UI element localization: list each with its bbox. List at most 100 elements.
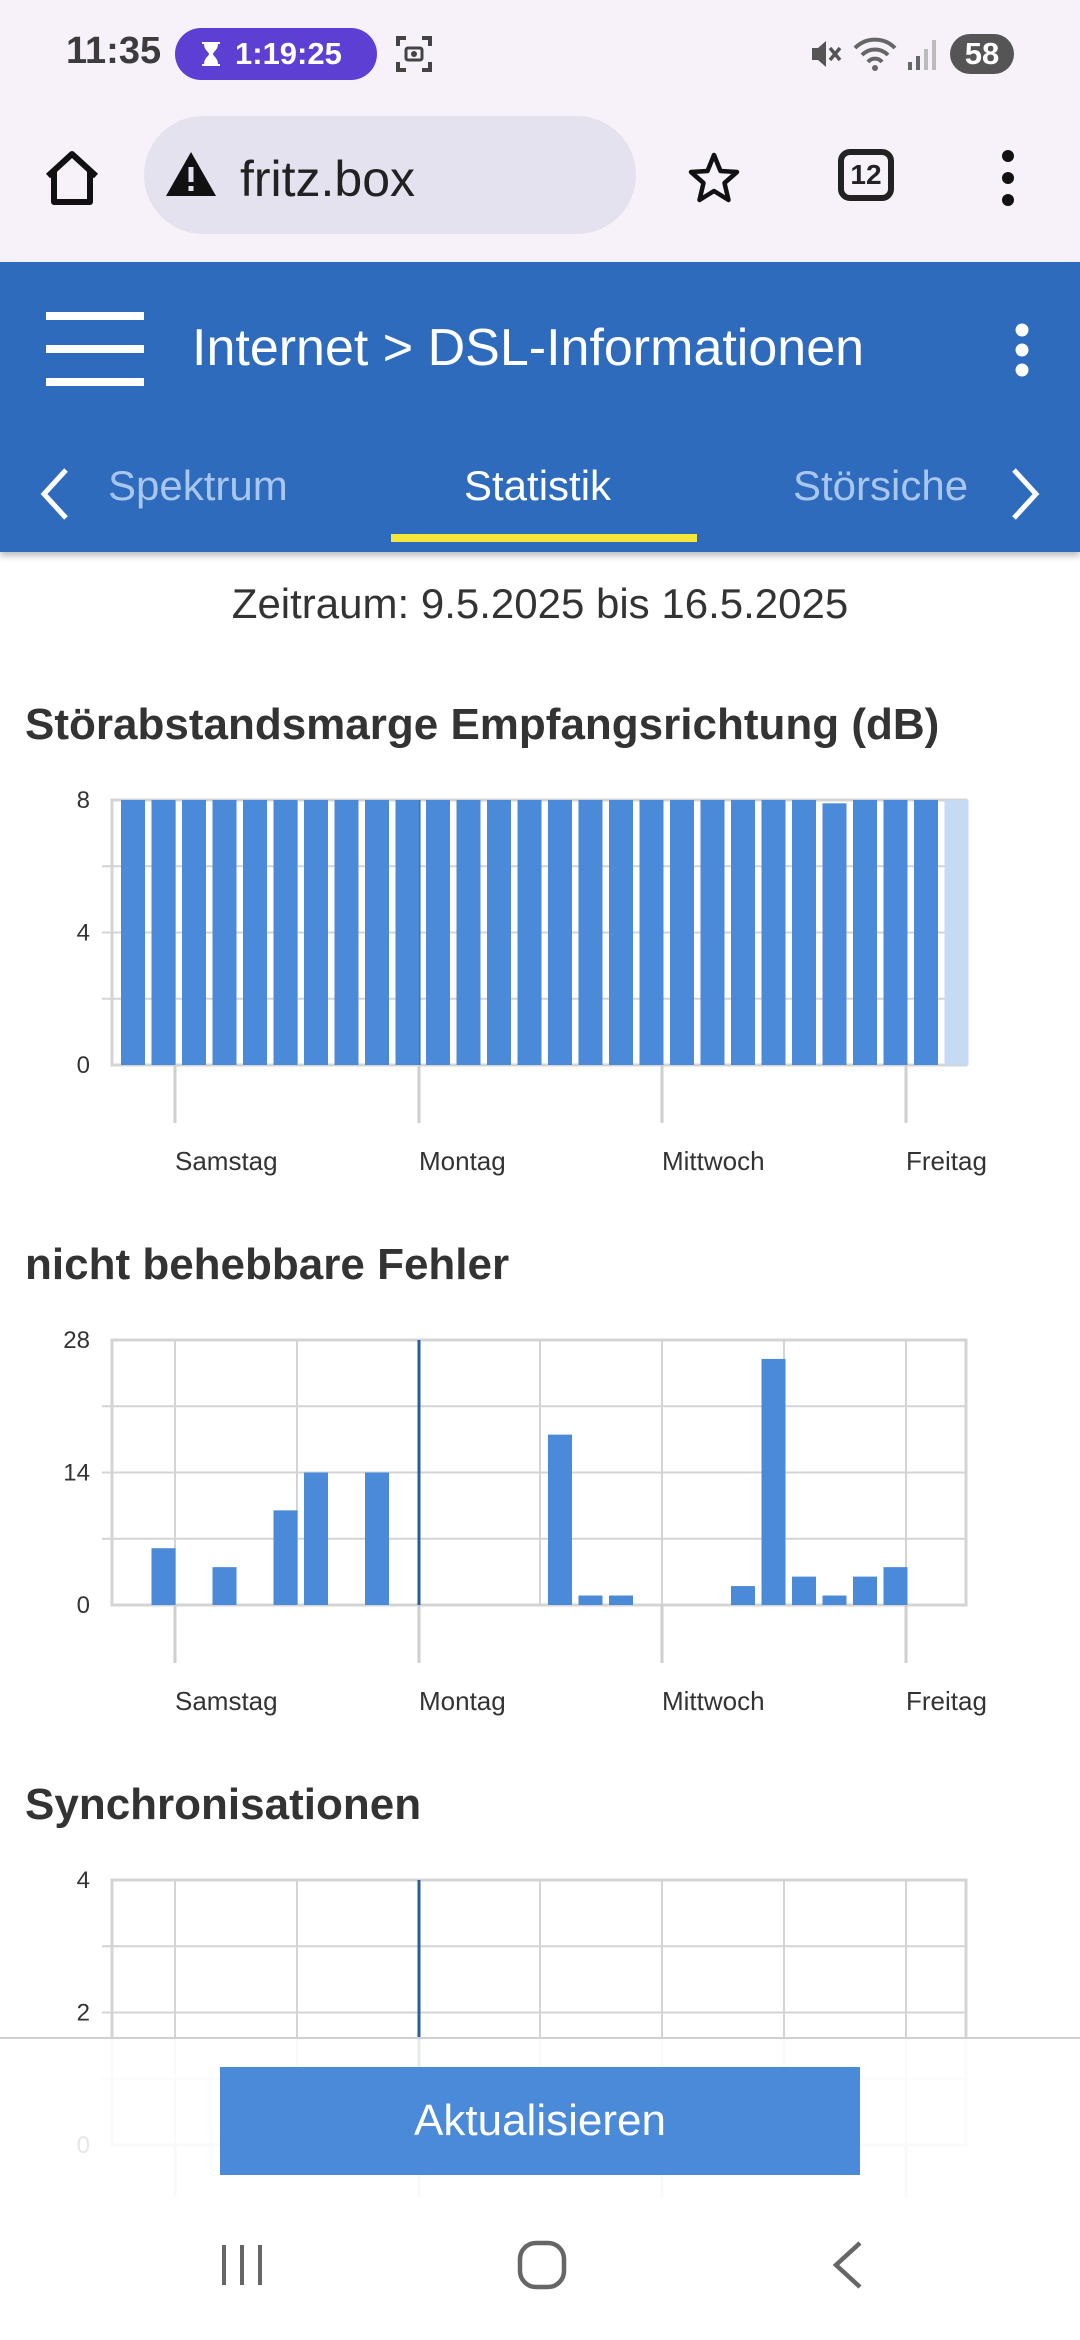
hourglass-icon xyxy=(202,42,220,66)
bar xyxy=(609,800,633,1065)
bar xyxy=(944,800,969,1065)
bar xyxy=(487,800,511,1065)
y-tick-label: 4 xyxy=(77,920,90,947)
bar xyxy=(853,1576,877,1605)
bar xyxy=(395,800,420,1065)
x-tick-label: Samstag xyxy=(175,1686,278,1716)
update-button[interactable]: Aktualisieren xyxy=(220,2067,860,2175)
snr-chart: 0 4 8 Samstag Montag Mittwoch Freitag xyxy=(77,787,987,1176)
bar xyxy=(304,800,328,1065)
bookmark-star-icon[interactable] xyxy=(686,150,742,206)
app-header: Internet > DSL-Informationen Spektrum St… xyxy=(0,262,1080,552)
bar xyxy=(792,1576,816,1605)
chevron-left-icon[interactable] xyxy=(36,466,72,522)
bar xyxy=(792,800,816,1065)
bar xyxy=(304,1472,328,1605)
mute-icon xyxy=(812,41,842,67)
bar xyxy=(578,1595,603,1605)
bar xyxy=(822,1595,847,1605)
battery-indicator: 58 xyxy=(950,34,1014,74)
tab-stoersicherheit[interactable]: Störsiche xyxy=(793,462,969,509)
browser-toolbar: fritz.box 12 xyxy=(0,112,1080,262)
sync-chart-title: Synchronisationen xyxy=(25,1780,422,1829)
bar xyxy=(456,800,481,1065)
system-nav-bar xyxy=(0,2197,1080,2340)
chevron-right-icon[interactable] xyxy=(1008,466,1044,522)
active-tab-indicator xyxy=(391,534,697,542)
bar xyxy=(822,803,847,1065)
y-tick-label: 0 xyxy=(77,1592,90,1619)
recent-apps-icon[interactable] xyxy=(218,2241,266,2289)
bar xyxy=(761,800,786,1065)
hamburger-menu-icon[interactable] xyxy=(46,312,144,386)
x-tick-label: Mittwoch xyxy=(662,1146,765,1176)
tab-fade xyxy=(76,442,116,532)
warning-icon[interactable] xyxy=(164,149,218,199)
action-bar: Aktualisieren xyxy=(0,2037,1080,2197)
bar xyxy=(731,1586,755,1605)
x-tick-label: Montag xyxy=(419,1686,506,1716)
tab-spektrum[interactable]: Spektrum xyxy=(108,462,288,509)
clock: 11:35 xyxy=(66,30,162,72)
bar xyxy=(273,800,298,1065)
overflow-menu-icon[interactable] xyxy=(1004,322,1040,378)
signal-icon xyxy=(908,40,936,70)
address-bar[interactable]: fritz.box xyxy=(144,116,636,234)
bar xyxy=(182,800,206,1065)
x-tick-label: Samstag xyxy=(175,1146,278,1176)
bar xyxy=(212,1567,237,1605)
bar xyxy=(914,800,938,1065)
bar xyxy=(883,1567,908,1605)
x-tick-label: Montag xyxy=(419,1146,506,1176)
focus-timer: 1:19:25 xyxy=(175,28,377,80)
bar xyxy=(151,1548,176,1605)
browser-menu-icon[interactable] xyxy=(990,148,1026,208)
bar xyxy=(700,800,725,1065)
bar xyxy=(731,800,755,1065)
x-tick-label: Freitag xyxy=(906,1686,987,1716)
bar xyxy=(121,800,145,1065)
url-text: fritz.box xyxy=(240,151,416,207)
errors-chart: 0 14 28 Samstag Montag Mittwoch Freitag xyxy=(63,1327,987,1716)
bar xyxy=(273,1510,298,1605)
errors-chart-title: nicht behebbare Fehler xyxy=(25,1240,510,1289)
battery-level: 58 xyxy=(964,36,1000,71)
x-tick-label: Mittwoch xyxy=(662,1686,765,1716)
bar xyxy=(883,800,908,1065)
y-tick-label: 0 xyxy=(77,1052,90,1079)
bar xyxy=(548,800,572,1065)
bar xyxy=(243,800,267,1065)
tab-count: 12 xyxy=(850,159,882,190)
y-tick-label: 28 xyxy=(63,1327,90,1354)
timer-text: 1:19:25 xyxy=(235,36,342,71)
bar xyxy=(853,800,877,1065)
bar xyxy=(609,1595,633,1605)
bar xyxy=(578,800,603,1065)
tab-switcher-button[interactable]: 12 xyxy=(838,149,894,201)
bar xyxy=(517,800,542,1065)
wifi-icon xyxy=(853,37,897,71)
bar xyxy=(548,1434,572,1605)
tab-statistik[interactable]: Statistik xyxy=(464,462,612,509)
status-bar: 11:35 1:19:25 58 xyxy=(0,0,1080,112)
back-nav-icon[interactable] xyxy=(828,2239,868,2291)
bar xyxy=(212,800,237,1065)
bar xyxy=(365,1472,389,1605)
y-tick-label: 2 xyxy=(77,2000,90,2027)
page-title: Internet > DSL-Informationen xyxy=(192,319,865,377)
snr-chart-title: Störabstandsmarge Empfangsrichtung (dB) xyxy=(25,700,940,749)
y-tick-label: 14 xyxy=(63,1460,90,1487)
bar xyxy=(761,1358,786,1605)
x-tick-label: Freitag xyxy=(906,1146,987,1176)
screenshot-icon xyxy=(396,36,432,72)
bar xyxy=(426,800,450,1065)
bar xyxy=(334,800,359,1065)
bar xyxy=(151,800,176,1065)
y-tick-label: 8 xyxy=(77,787,90,814)
period-label: Zeitraum: 9.5.2025 bis 16.5.2025 xyxy=(231,580,849,627)
y-tick-label: 4 xyxy=(77,1867,90,1894)
home-nav-icon[interactable] xyxy=(516,2239,568,2291)
bar xyxy=(670,800,694,1065)
home-icon[interactable] xyxy=(40,146,104,210)
bar xyxy=(365,800,389,1065)
